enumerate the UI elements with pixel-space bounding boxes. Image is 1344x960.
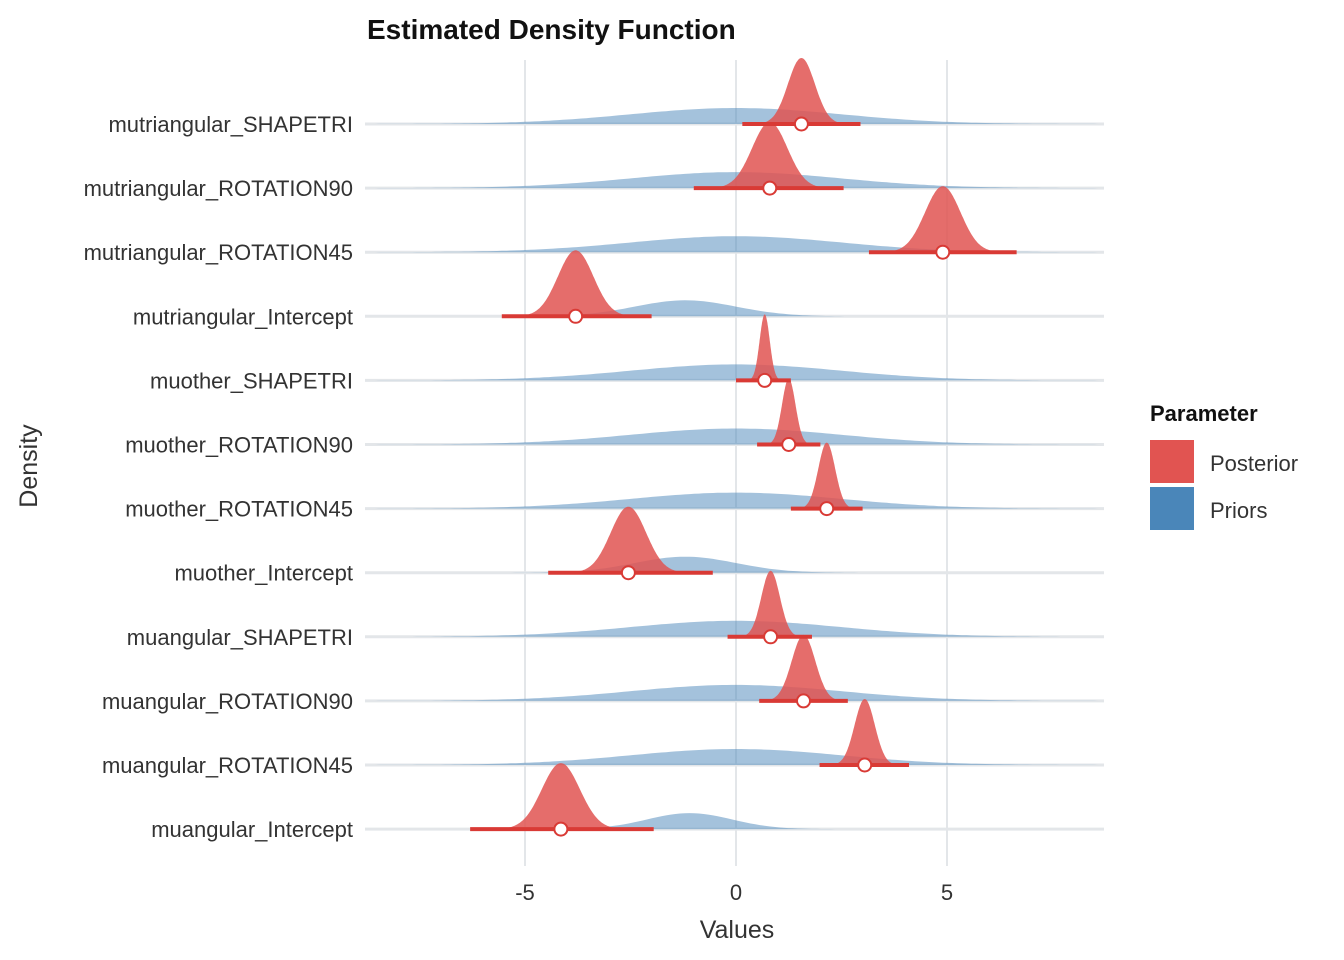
prior-density-muother_Intercept bbox=[356, 556, 1108, 573]
posterior-density-muother_ROTATION45 bbox=[791, 442, 863, 509]
posterior-density-muangular_SHAPETRI bbox=[731, 570, 810, 637]
prior-density-muangular_SHAPETRI bbox=[356, 620, 1108, 637]
legend-swatch-priors bbox=[1150, 487, 1194, 530]
median-point-muangular_Intercept bbox=[553, 821, 569, 837]
posterior-intervals bbox=[470, 116, 1017, 837]
prior-density-muother_ROTATION45 bbox=[356, 492, 1108, 509]
posterior-density-muangular_ROTATION45 bbox=[822, 699, 908, 765]
y-tick-label: muangular_Intercept bbox=[151, 817, 353, 842]
posterior-density-mutriangular_SHAPETRI bbox=[744, 58, 859, 124]
y-tick-label: mutriangular_ROTATION90 bbox=[84, 176, 353, 201]
prior-density-muangular_Intercept bbox=[356, 813, 1108, 830]
posterior-density-mutriangular_Intercept bbox=[501, 250, 651, 317]
y-tick-label: muother_SHAPETRI bbox=[150, 368, 353, 393]
y-tick-label: mutriangular_SHAPETRI bbox=[108, 112, 353, 137]
y-tick-label: muangular_ROTATION90 bbox=[102, 689, 353, 714]
median-point-mutriangular_ROTATION90 bbox=[762, 180, 778, 196]
median-point-mutriangular_SHAPETRI bbox=[793, 116, 809, 132]
prior-density-muangular_ROTATION90 bbox=[356, 684, 1108, 701]
median-point-muangular_ROTATION45 bbox=[857, 757, 873, 773]
x-axis-ticks: -5 0 5 bbox=[515, 880, 953, 905]
y-tick-label: muangular_SHAPETRI bbox=[127, 625, 353, 650]
y-axis-ticks: mutriangular_SHAPETRI mutriangular_ROTATI… bbox=[84, 112, 353, 842]
median-point-muother_SHAPETRI bbox=[757, 372, 773, 388]
prior-density-muother_ROTATION90 bbox=[356, 428, 1108, 445]
posterior-density-muother_Intercept bbox=[553, 506, 703, 573]
median-point-mutriangular_ROTATION45 bbox=[935, 244, 951, 260]
prior-density-muangular_ROTATION45 bbox=[356, 749, 1108, 765]
median-point-mutriangular_Intercept bbox=[568, 308, 584, 324]
y-tick-label: muother_ROTATION45 bbox=[125, 497, 353, 522]
legend-label-priors: Priors bbox=[1210, 498, 1267, 523]
prior-density-mutriangular_ROTATION45 bbox=[356, 236, 1108, 253]
posterior-density-mutriangular_ROTATION90 bbox=[695, 122, 845, 189]
median-point-muother_ROTATION45 bbox=[819, 501, 835, 517]
y-tick-label: muangular_ROTATION45 bbox=[102, 753, 353, 778]
legend-label-posterior: Posterior bbox=[1210, 451, 1298, 476]
x-axis-title: Values bbox=[700, 916, 775, 944]
prior-densities bbox=[356, 108, 1108, 830]
y-axis-title: Density bbox=[15, 424, 43, 508]
posterior-density-muangular_Intercept bbox=[481, 763, 641, 830]
median-point-muangular_ROTATION90 bbox=[796, 693, 812, 709]
median-point-muangular_SHAPETRI bbox=[763, 629, 779, 645]
x-tick-label: 0 bbox=[730, 880, 742, 905]
prior-density-muother_SHAPETRI bbox=[356, 364, 1108, 381]
posterior-density-muangular_ROTATION90 bbox=[753, 634, 854, 701]
prior-density-mutriangular_ROTATION90 bbox=[356, 172, 1108, 189]
y-tick-label: mutriangular_Intercept bbox=[133, 304, 353, 329]
median-point-muother_ROTATION90 bbox=[781, 437, 797, 452]
x-tick-label: -5 bbox=[515, 880, 535, 905]
y-tick-label: muother_ROTATION90 bbox=[125, 433, 353, 458]
y-tick-label: mutriangular_ROTATION45 bbox=[84, 240, 353, 265]
chart-title: Estimated Density Function bbox=[367, 14, 736, 45]
y-tick-label: muother_Intercept bbox=[174, 561, 353, 586]
posterior-density-mutriangular_ROTATION45 bbox=[868, 186, 1018, 253]
legend-title: Parameter bbox=[1150, 401, 1258, 426]
prior-density-mutriangular_Intercept bbox=[356, 300, 1108, 317]
x-tick-label: 5 bbox=[941, 880, 953, 905]
legend: Parameter Posterior Priors bbox=[1150, 401, 1298, 530]
posterior-density-muother_SHAPETRI bbox=[743, 314, 786, 381]
median-point-muother_Intercept bbox=[620, 565, 636, 581]
posterior-densities bbox=[481, 58, 1018, 830]
posterior-density-muother_ROTATION90 bbox=[760, 378, 818, 445]
prior-density-mutriangular_SHAPETRI bbox=[356, 108, 1108, 124]
legend-swatch-posterior bbox=[1150, 440, 1194, 483]
